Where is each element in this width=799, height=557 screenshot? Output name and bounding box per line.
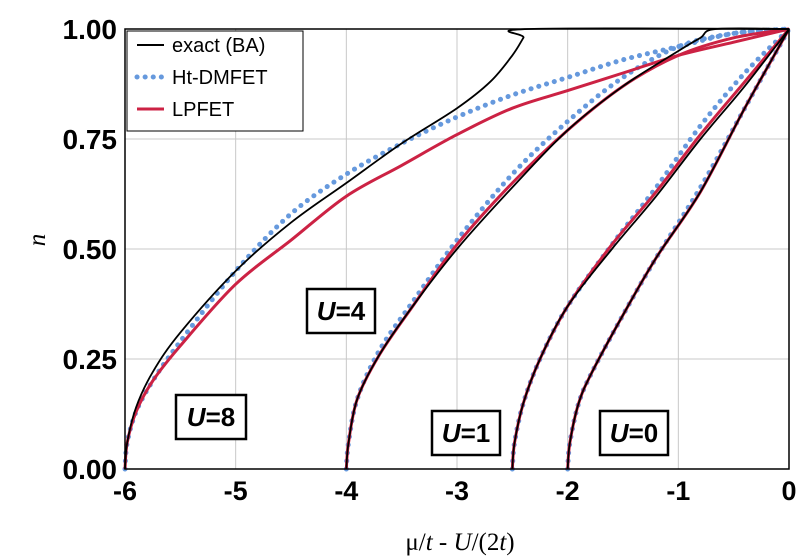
annotation-U0-text: U=0 [610, 418, 658, 448]
x-tick-label: -2 [556, 476, 580, 506]
annotation-U8-box [174, 393, 248, 441]
series-exact-U0 [566, 28, 790, 470]
x-tick-label: -1 [666, 476, 690, 506]
series-layer [122, 26, 792, 472]
x-axis-label: μ/t - U/(2t) [405, 529, 514, 556]
plot-frame [124, 28, 790, 470]
legend-label-lpfet: LPFET [172, 99, 234, 121]
annotation-U0-box [598, 409, 670, 457]
y-axis-label: n [24, 234, 51, 247]
annotation-U1-box [430, 409, 502, 457]
annotation-U1-text: U=1 [442, 418, 490, 448]
y-tick-label: 0.75 [63, 124, 118, 155]
x-tick-label: -4 [334, 476, 358, 506]
legend-label-dmfet: Ht-DMFET [172, 67, 268, 89]
annotation-U4-text: U=4 [317, 296, 366, 326]
x-axis-label-rest: /(2 [472, 529, 500, 556]
x-tick-label: 0 [781, 476, 796, 506]
annotation-U8: U=8 [174, 393, 248, 441]
x-axis-label-close: ) [506, 529, 514, 556]
x-axis-label-slash: / [419, 529, 426, 556]
annotation-U4: U=4 [305, 287, 377, 335]
x-tick-labels: -6 -5 -4 -3 -2 -1 0 [113, 476, 797, 506]
x-axis-label-t2: t [499, 529, 507, 556]
y-tick-label: 0.25 [63, 344, 118, 375]
series-exact-U1 [511, 28, 790, 470]
series-lpfet-U8 [123, 27, 790, 470]
y-tick-label: 0.00 [63, 454, 118, 485]
series-exact-U4 [345, 27, 790, 470]
annotation-U0: U=0 [598, 409, 670, 457]
x-tick-label: -3 [445, 476, 469, 506]
annotation-U1: U=1 [430, 409, 502, 457]
legend-box [126, 30, 304, 132]
legend-label-exact: exact (BA) [172, 35, 265, 57]
legend: exact (BA) Ht-DMFET LPFET [126, 30, 304, 132]
series-dmfet-U8 [122, 26, 792, 472]
x-tick-label: -5 [224, 476, 248, 506]
x-axis-label-t1: t [426, 529, 434, 556]
y-tick-label: 1.00 [63, 14, 118, 45]
annotation-U8-text: U=8 [187, 402, 235, 432]
x-axis-label-mu: μ [405, 529, 418, 556]
y-tick-labels: 0.00 0.25 0.50 0.75 1.00 [63, 14, 118, 485]
x-tick-label: -6 [113, 476, 137, 506]
series-exact-U8 [124, 27, 790, 470]
annotation-U4-box [305, 287, 377, 335]
y-tick-label: 0.50 [63, 234, 118, 265]
x-axis-label-sep: - [433, 529, 454, 556]
x-axis-label-U: U [454, 529, 474, 556]
